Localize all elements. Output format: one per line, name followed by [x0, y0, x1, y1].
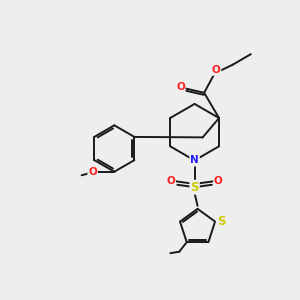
Text: O: O	[214, 176, 223, 186]
Text: N: N	[190, 155, 199, 165]
Text: S: S	[217, 215, 225, 228]
Text: O: O	[212, 65, 220, 75]
Text: O: O	[167, 176, 175, 186]
Text: S: S	[190, 181, 199, 194]
Text: O: O	[176, 82, 185, 92]
Text: O: O	[88, 167, 97, 177]
